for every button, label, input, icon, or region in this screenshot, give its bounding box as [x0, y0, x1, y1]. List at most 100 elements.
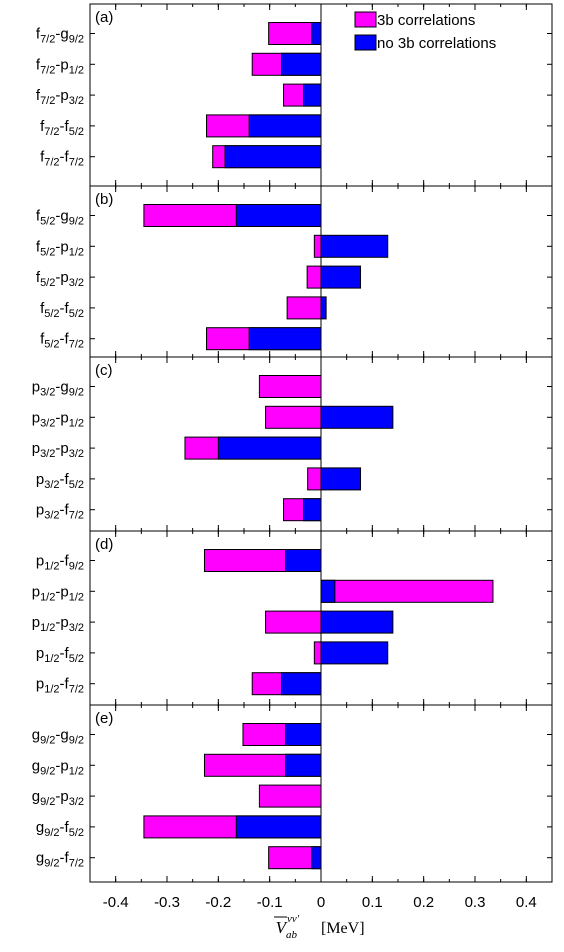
orbital-a-index: 1/2	[40, 622, 55, 634]
orbital-b: p	[60, 440, 68, 457]
y-tick-label: g9/2-g9/2	[32, 727, 84, 747]
orbital-a: f	[40, 331, 45, 348]
orbital-a: p	[36, 676, 44, 693]
orbital-b-index: 9/2	[69, 216, 84, 228]
orbital-a: g	[36, 850, 44, 867]
orbital-a: p	[32, 379, 40, 396]
y-tick-label: f5/2-g9/2	[36, 208, 84, 228]
orbital-separator: -	[60, 118, 65, 135]
bar-no-3b-correlations	[248, 114, 322, 138]
bar-3b-correlations	[313, 234, 322, 258]
bar-no-3b-correlations	[320, 641, 389, 665]
orbital-b-index: 9/2	[69, 561, 84, 573]
orbital-separator: -	[60, 819, 65, 836]
orbital-a-index: 9/2	[40, 765, 55, 777]
orbital-b-index: 7/2	[69, 858, 84, 870]
orbital-a: f	[40, 300, 45, 317]
orbital-b-index: 7/2	[69, 510, 84, 522]
orbital-separator: -	[55, 614, 60, 631]
x-tick-label: -0.1	[257, 894, 283, 911]
orbital-b: f	[65, 149, 70, 166]
bar-no-3b-correlations	[303, 83, 322, 107]
orbital-a-index: 1/2	[44, 653, 59, 665]
y-tick-label: p3/2-f7/2	[36, 502, 84, 522]
y-tick-label: f5/2-p3/2	[36, 269, 84, 289]
orbital-b: p	[60, 87, 68, 104]
orbital-separator: -	[60, 471, 65, 488]
orbital-a: f	[40, 118, 45, 135]
orbital-b: p	[60, 614, 68, 631]
orbital-b-index: 5/2	[69, 827, 84, 839]
orbital-b: f	[65, 118, 70, 135]
y-tick-label: f5/2-p1/2	[36, 238, 84, 258]
panel-label: (e)	[95, 710, 113, 727]
orbital-a-index: 7/2	[40, 34, 55, 46]
bar-3b-correlations	[265, 610, 322, 634]
bar-no-3b-correlations	[320, 405, 394, 429]
bar-no-3b-correlations	[311, 22, 322, 45]
orbital-separator: -	[55, 757, 60, 774]
panel-label: (c)	[95, 362, 113, 379]
bar-no-3b-correlations	[320, 467, 362, 491]
bar-no-3b-correlations	[280, 52, 322, 76]
orbital-a: g	[32, 727, 40, 744]
panel-label: (a)	[95, 9, 113, 26]
orbital-a: f	[36, 26, 41, 43]
orbital-b: f	[65, 819, 70, 836]
y-tick-label: p1/2-p1/2	[32, 583, 84, 603]
orbital-a: f	[36, 56, 41, 73]
orbital-a-index: 9/2	[40, 796, 55, 808]
orbital-b-index: 5/2	[69, 479, 84, 491]
panel-label: (b)	[95, 191, 113, 208]
bar-no-3b-correlations	[320, 579, 336, 603]
orbital-a: p	[32, 583, 40, 600]
orbital-a-index: 7/2	[40, 95, 55, 107]
orbital-a: p	[36, 471, 44, 488]
orbital-separator: -	[60, 676, 65, 693]
x-tick-label: -0.3	[154, 894, 180, 911]
orbital-a-index: 7/2	[40, 64, 55, 76]
orbital-separator: -	[55, 788, 60, 805]
orbital-a: g	[36, 819, 44, 836]
orbital-a: p	[32, 614, 40, 631]
bar-3b-correlations	[258, 375, 322, 398]
orbital-a-index: 7/2	[44, 157, 59, 169]
bar-no-3b-correlations	[285, 753, 322, 777]
legend-entry-label: no 3b correlations	[377, 35, 496, 52]
orbital-a: g	[32, 757, 40, 774]
x-axis-label-base: V	[276, 918, 289, 937]
orbital-a-index: 5/2	[40, 216, 55, 228]
x-axis-label-unit: [MeV]	[321, 920, 365, 937]
orbital-b: p	[60, 583, 68, 600]
bar-no-3b-correlations	[224, 145, 322, 169]
x-tick-label: 0.2	[413, 894, 434, 911]
orbital-b: f	[65, 645, 70, 662]
y-tick-label: f7/2-f5/2	[40, 118, 84, 138]
x-tick-label: -0.4	[103, 894, 129, 911]
bar-3b-correlations	[286, 296, 322, 320]
y-tick-label: p3/2-f5/2	[36, 471, 84, 491]
y-tick-label: f5/2-f5/2	[40, 300, 84, 320]
orbital-separator: -	[60, 553, 65, 570]
y-tick-label: f7/2-f7/2	[40, 149, 84, 169]
y-tick-label: g9/2-p3/2	[32, 788, 84, 808]
bar-no-3b-correlations	[303, 498, 322, 522]
orbital-b-index: 1/2	[69, 765, 84, 777]
y-tick-label: p3/2-p1/2	[32, 409, 84, 429]
orbital-b: p	[60, 56, 68, 73]
orbital-b-index: 3/2	[69, 448, 84, 460]
panel-label: (d)	[95, 536, 113, 553]
y-tick-label: f7/2-p3/2	[36, 87, 84, 107]
orbital-separator: -	[55, 379, 60, 396]
bar-no-3b-correlations	[235, 815, 322, 839]
orbital-a-index: 1/2	[44, 561, 59, 573]
orbital-b-index: 5/2	[69, 126, 84, 138]
orbital-a: f	[36, 208, 41, 225]
legend-entry-label: 3b correlations	[377, 12, 475, 29]
orbital-b-index: 3/2	[69, 796, 84, 808]
orbital-a-index: 3/2	[44, 510, 59, 522]
orbital-separator: -	[55, 208, 60, 225]
orbital-a-index: 5/2	[44, 339, 59, 351]
orbital-a: f	[36, 238, 41, 255]
